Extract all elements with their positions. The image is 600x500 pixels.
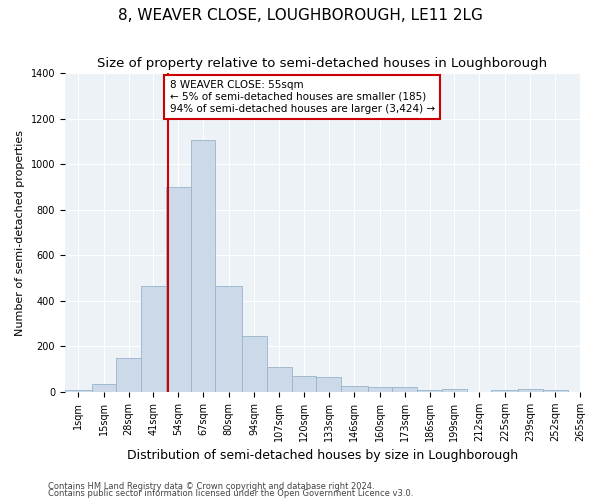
Bar	[191, 140, 215, 392]
Bar	[267, 368, 292, 392]
Text: Contains HM Land Registry data © Crown copyright and database right 2024.: Contains HM Land Registry data © Crown c…	[48, 482, 374, 491]
Bar	[215, 286, 242, 392]
Bar	[316, 377, 341, 392]
Text: 8 WEAVER CLOSE: 55sqm
← 5% of semi-detached houses are smaller (185)
94% of semi: 8 WEAVER CLOSE: 55sqm ← 5% of semi-detac…	[170, 80, 435, 114]
Bar	[242, 336, 267, 392]
Text: Contains public sector information licensed under the Open Government Licence v3: Contains public sector information licen…	[48, 489, 413, 498]
Bar	[141, 286, 166, 392]
Bar	[543, 390, 568, 392]
Bar	[341, 386, 368, 392]
Bar	[518, 388, 543, 392]
Bar	[116, 358, 141, 392]
Bar	[442, 388, 467, 392]
Bar	[166, 187, 191, 392]
Text: 8, WEAVER CLOSE, LOUGHBOROUGH, LE11 2LG: 8, WEAVER CLOSE, LOUGHBOROUGH, LE11 2LG	[118, 8, 482, 22]
Title: Size of property relative to semi-detached houses in Loughborough: Size of property relative to semi-detach…	[97, 58, 548, 70]
X-axis label: Distribution of semi-detached houses by size in Loughborough: Distribution of semi-detached houses by …	[127, 450, 518, 462]
Bar	[417, 390, 442, 392]
Bar	[292, 376, 316, 392]
Bar	[392, 388, 417, 392]
Bar	[92, 384, 116, 392]
Bar	[368, 388, 392, 392]
Bar	[491, 390, 518, 392]
Y-axis label: Number of semi-detached properties: Number of semi-detached properties	[15, 130, 25, 336]
Bar	[65, 390, 92, 392]
